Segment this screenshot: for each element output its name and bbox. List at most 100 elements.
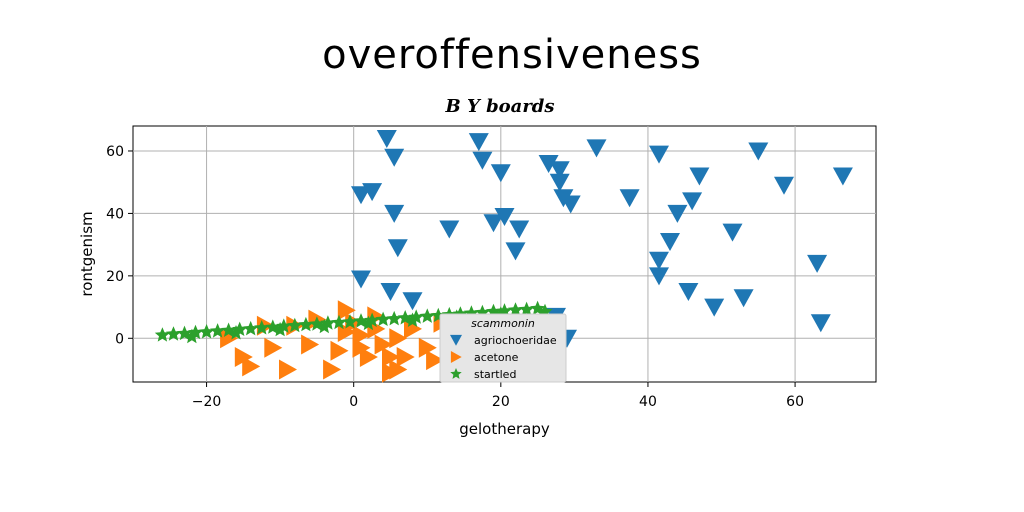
startled-point — [165, 326, 182, 341]
y-tick-label: 40 — [106, 206, 124, 222]
agriochoeridae-point — [384, 148, 405, 167]
startled-point — [287, 317, 303, 333]
agriochoeridae-point — [689, 167, 710, 186]
x-tick-label: 60 — [786, 394, 804, 410]
agriochoeridae-point — [439, 220, 460, 239]
agriochoeridae-point — [549, 161, 570, 180]
acetone-point — [234, 347, 253, 367]
y-tick-label: 0 — [115, 331, 124, 347]
agriochoeridae-point — [649, 145, 669, 164]
startled-point — [375, 311, 391, 326]
agriochoeridae-point — [387, 239, 408, 258]
legend-marker-acetone — [450, 351, 462, 363]
agriochoeridae-point — [384, 204, 405, 223]
agriochoeridae-point — [678, 283, 699, 301]
agriochoeridae-point — [649, 251, 669, 270]
y-tick-label: 60 — [106, 144, 124, 160]
agriochoeridae-point — [733, 289, 754, 308]
acetone-point — [242, 356, 261, 377]
startled-point — [254, 320, 270, 335]
agriochoeridae-point — [748, 142, 769, 161]
agriochoeridae-point — [490, 164, 511, 183]
acetone-point — [426, 350, 445, 371]
agriochoeridae-point — [505, 242, 526, 261]
acetone-point — [396, 347, 415, 367]
agriochoeridae-point — [560, 195, 581, 214]
acetone-point — [352, 325, 371, 346]
agriochoeridae-point — [351, 186, 371, 205]
legend-marker-startled — [450, 368, 462, 379]
acetone-point — [382, 347, 400, 367]
agriochoeridae-point — [362, 183, 383, 202]
agriochoeridae-point — [468, 133, 489, 152]
agriochoeridae-point — [722, 223, 743, 242]
chart-subtitle: B Y boards — [445, 96, 555, 117]
acetone-point — [301, 334, 320, 355]
agriochoeridae-point — [774, 176, 794, 195]
agriochoeridae-point — [351, 270, 371, 289]
agriochoeridae-point — [682, 192, 703, 211]
agriochoeridae-point — [660, 233, 680, 251]
legend-label-acetone: acetone — [474, 351, 519, 364]
y-tick-label: 20 — [106, 269, 124, 285]
agriochoeridae-point — [538, 155, 559, 173]
acetone-point — [389, 328, 408, 349]
agriochoeridae-point — [549, 173, 570, 192]
startled-point — [243, 320, 259, 336]
x-tick-label: −20 — [192, 394, 222, 410]
agriochoeridae-point — [472, 151, 493, 170]
acetone-point — [330, 340, 349, 361]
y-axis-label: rontgenism — [78, 211, 96, 296]
startled-point — [298, 316, 314, 332]
x-axis-label: gelotherapy — [459, 420, 550, 438]
series-agriochoeridae — [351, 130, 853, 348]
axis-ticks: −20 0 20 40 60 0 20 40 60 — [106, 144, 804, 410]
acetone-point — [359, 347, 378, 367]
startled-point — [419, 308, 435, 323]
startled-point — [507, 302, 524, 317]
x-tick-label: 0 — [349, 394, 358, 410]
acetone-point — [337, 300, 356, 321]
legend-marker-agriochoeridae — [450, 334, 462, 346]
legend-label-agriochoeridae: agriochoeridae — [474, 334, 557, 347]
startled-point — [210, 323, 226, 338]
legend: scammonin agriochoeridae acetone startled — [439, 313, 567, 383]
acetone-point — [374, 334, 393, 355]
agriochoeridae-point — [807, 254, 828, 273]
startled-point — [386, 310, 402, 326]
startled-point — [228, 325, 244, 340]
agriochoeridae-point — [483, 214, 504, 233]
startled-point — [154, 327, 170, 342]
chart-title: overoffensiveness — [322, 32, 702, 78]
startled-point — [199, 324, 215, 339]
startled-point — [272, 321, 288, 337]
agriochoeridae-point — [376, 130, 397, 148]
acetone-point — [264, 337, 283, 358]
startled-point — [331, 314, 347, 330]
x-tick-label: 40 — [639, 394, 657, 410]
legend-label-startled: startled — [474, 368, 516, 381]
acetone-point — [220, 328, 239, 349]
startled-point — [316, 318, 332, 334]
acetone-point — [279, 359, 297, 380]
acetone-point — [323, 359, 342, 380]
agriochoeridae-point — [649, 267, 669, 286]
agriochoeridae-point — [509, 220, 530, 239]
agriochoeridae-point — [704, 298, 725, 317]
startled-point — [404, 312, 421, 327]
startled-point — [519, 301, 535, 316]
agriochoeridae-point — [586, 139, 607, 158]
acetone-point — [404, 318, 422, 339]
agriochoeridae-point — [494, 208, 515, 226]
startled-point — [360, 315, 376, 331]
agriochoeridae-point — [810, 314, 831, 333]
startled-point — [342, 314, 358, 329]
x-tick-label: 20 — [492, 394, 510, 410]
agriochoeridae-point — [832, 167, 853, 186]
agriochoeridae-point — [402, 292, 423, 311]
agriochoeridae-point — [667, 204, 688, 223]
agriochoeridae-point — [380, 283, 401, 301]
acetone-point — [389, 359, 408, 380]
legend-title: scammonin — [471, 317, 535, 330]
legend-box — [439, 313, 567, 383]
